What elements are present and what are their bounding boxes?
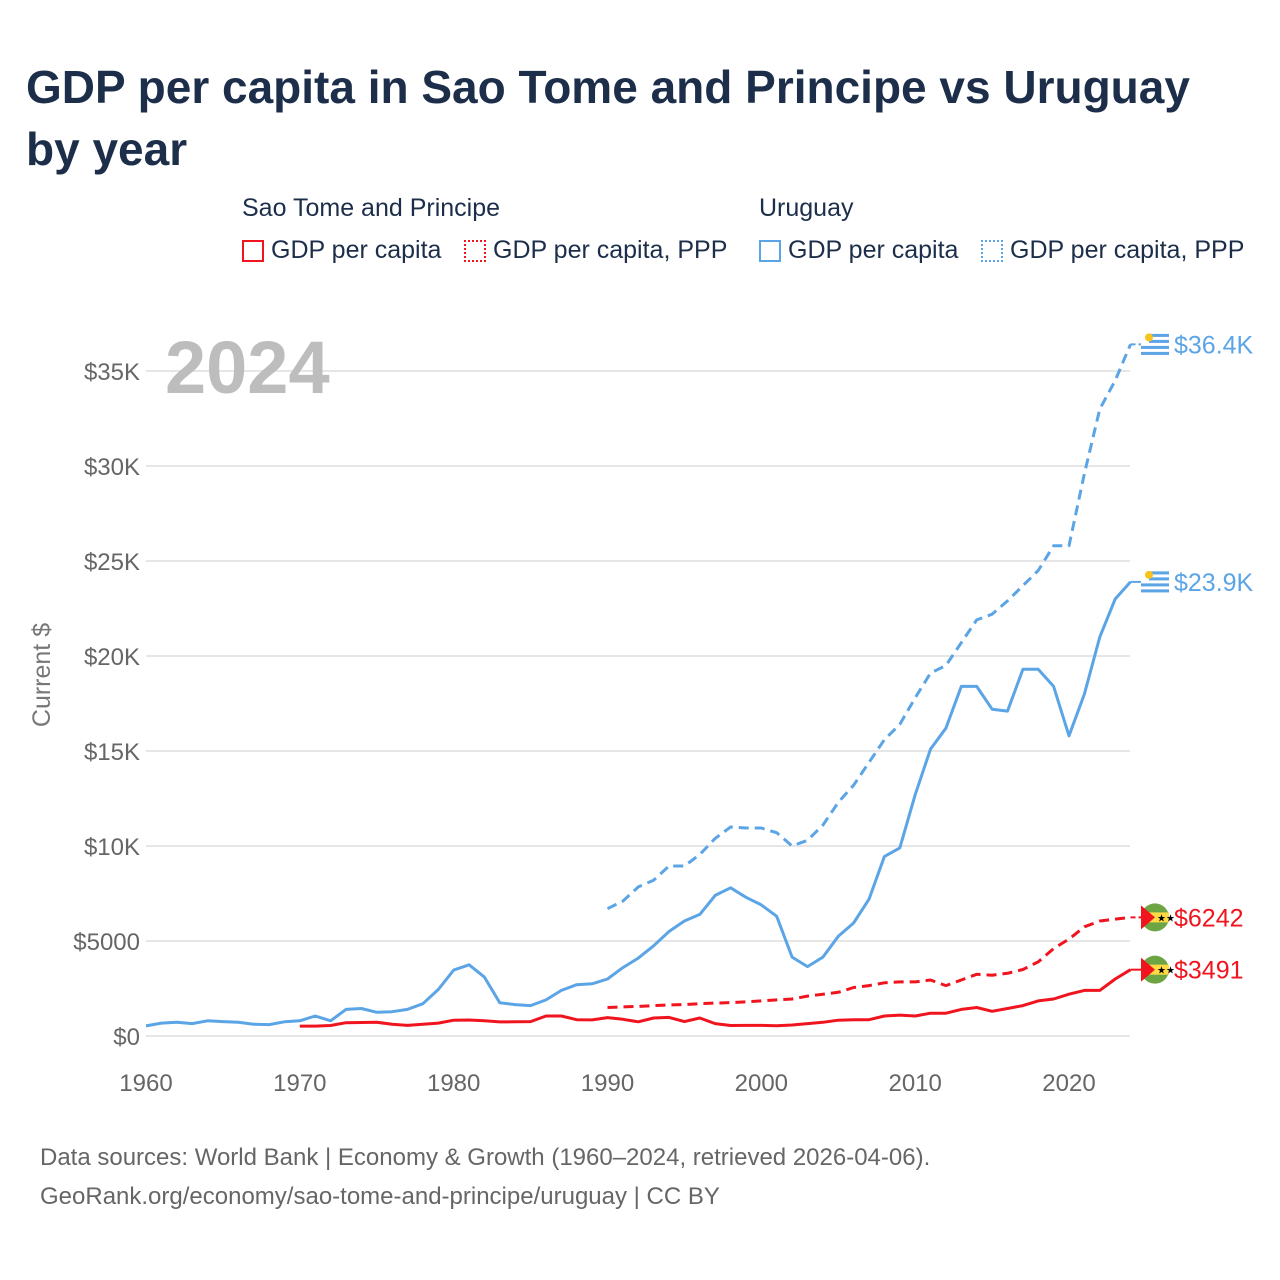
- x-tick-label: 1990: [581, 1070, 634, 1097]
- legend-stp-ppp[interactable]: GDP per capita, PPP: [464, 236, 727, 265]
- y-tick-label: $30K: [84, 454, 140, 481]
- end-value-label: $23.9K: [1174, 569, 1254, 597]
- y-tick-label: $20K: [84, 644, 140, 671]
- legend-swatch-dotted-red: [464, 239, 486, 262]
- legend-swatch-solid-red: [242, 239, 264, 262]
- series-line-1: [145, 580, 1132, 1028]
- legend-group-sao-tome: Sao Tome and Principe: [242, 194, 501, 222]
- y-tick-label: $35K: [84, 359, 140, 386]
- y-tick-label: $25K: [84, 549, 140, 576]
- series-line-2: [607, 915, 1131, 1009]
- stp-flag-icon: ★★: [1141, 903, 1175, 932]
- legend-group-uruguay: Uruguay: [759, 194, 854, 222]
- svg-text:★★: ★★: [1157, 913, 1175, 924]
- x-tick-label: 1960: [119, 1070, 172, 1097]
- legend-uruguay-gdp[interactable]: GDP per capita: [759, 236, 958, 265]
- series-line-0: [606, 343, 1132, 911]
- data-sources: Data sources: World Bank | Economy & Gro…: [40, 1144, 931, 1171]
- end-value-label: $6242: [1174, 904, 1244, 932]
- y-tick-label: $10K: [84, 834, 140, 861]
- y-tick-label: $15K: [84, 739, 140, 766]
- stp-flag-icon: ★★: [1141, 955, 1175, 984]
- legend-label: GDP per capita, PPP: [1010, 236, 1245, 264]
- x-tick-label: 1980: [427, 1070, 480, 1097]
- legend-label: GDP per capita: [271, 236, 442, 264]
- x-tick-label: 2000: [735, 1070, 788, 1097]
- y-axis-label: Current $: [28, 623, 56, 727]
- footer: Data sources: World Bank | Economy & Gro…: [40, 1138, 930, 1216]
- legend-label: GDP per capita: [788, 236, 959, 264]
- legend-swatch-dotted-blue: [981, 239, 1003, 262]
- legend-stp-gdp[interactable]: GDP per capita: [242, 236, 441, 265]
- x-tick-label: 2010: [888, 1070, 941, 1097]
- year-watermark: 2024: [165, 326, 330, 409]
- legend-label: GDP per capita, PPP: [493, 236, 728, 264]
- legend-swatch-solid-blue: [759, 239, 781, 262]
- page-title: GDP per capita in Sao Tome and Principe …: [26, 61, 1190, 175]
- svg-text:★★: ★★: [1157, 966, 1175, 977]
- x-tick-label: 1970: [273, 1070, 326, 1097]
- x-tick-label: 2020: [1042, 1070, 1095, 1097]
- series-line-3: [299, 968, 1132, 1028]
- y-tick-label: $5000: [73, 929, 140, 956]
- legend-uruguay-ppp[interactable]: GDP per capita, PPP: [981, 236, 1244, 265]
- end-value-label: $3491: [1174, 957, 1244, 985]
- source-link[interactable]: GeoRank.org/economy/sao-tome-and-princip…: [40, 1183, 720, 1210]
- uruguay-flag-icon: [1141, 567, 1169, 596]
- y-tick-label: $0: [113, 1024, 140, 1051]
- uruguay-flag-icon: [1141, 330, 1169, 359]
- end-value-label: $36.4K: [1174, 331, 1254, 359]
